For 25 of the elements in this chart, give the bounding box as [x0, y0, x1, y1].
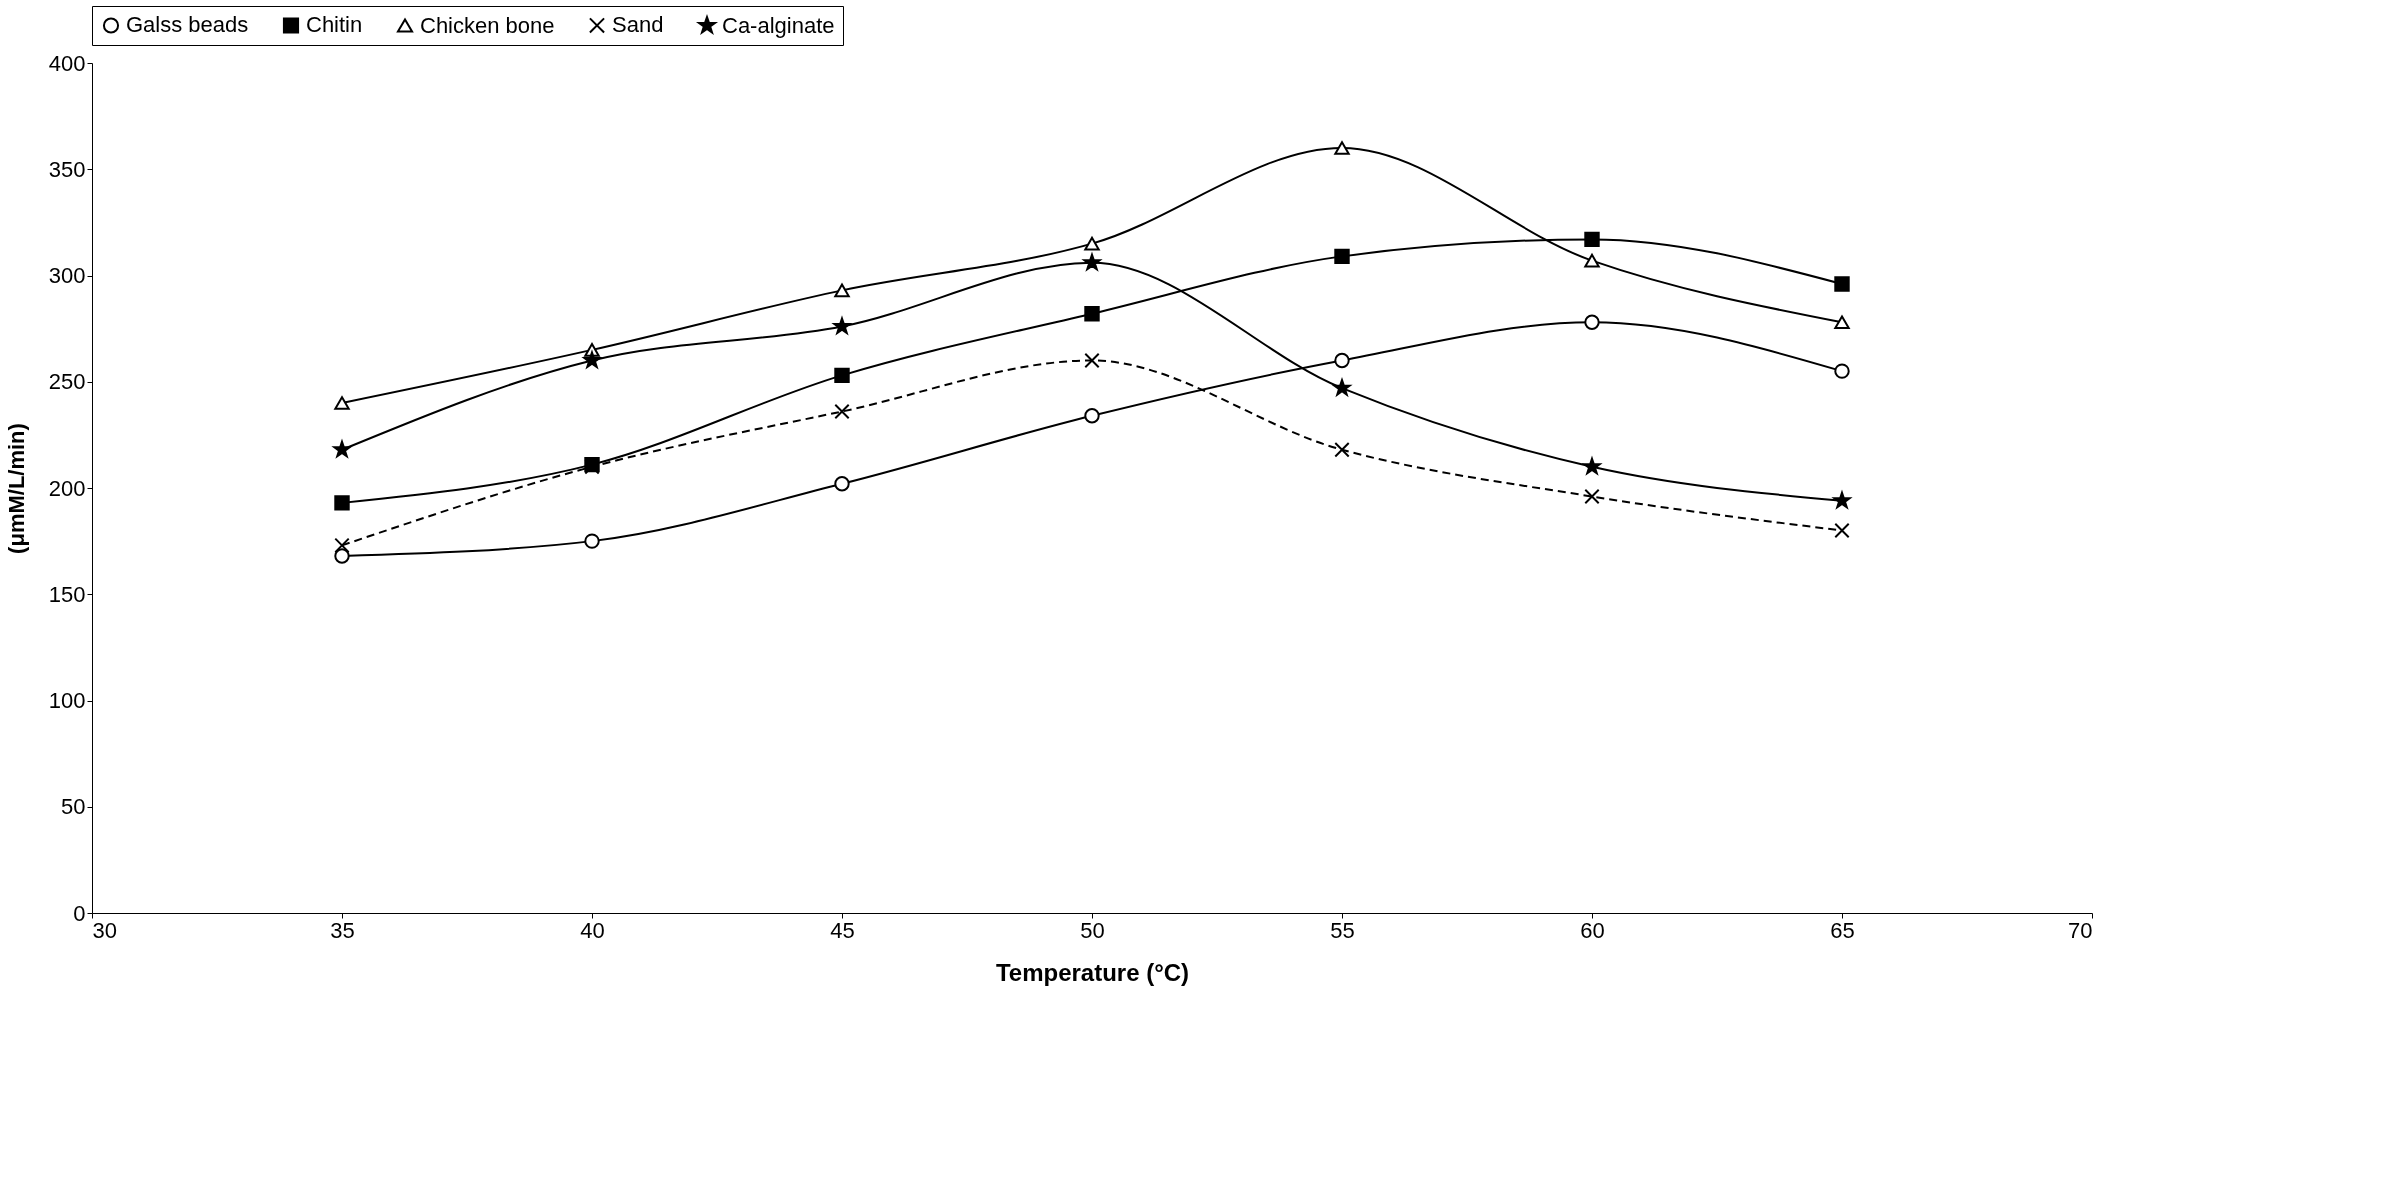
x-tick-label: 60	[1580, 917, 1605, 943]
y-tick-label: 400	[48, 50, 86, 76]
x-tick-label: 30	[92, 917, 117, 943]
y-tick-label: 250	[48, 369, 86, 395]
legend-label: Chicken bone	[420, 12, 555, 38]
y-tick-label: 100	[48, 688, 86, 713]
x-tick-label: 40	[580, 917, 605, 943]
x-tick-label: 65	[1830, 917, 1855, 943]
legend-label: Sand	[612, 12, 664, 38]
legend-label: Galss beads	[126, 12, 249, 38]
y-axis-title: (μmM/L/min)	[3, 423, 29, 554]
x-tick-label: 70	[2068, 917, 2093, 943]
y-tick-label: 0	[73, 900, 86, 926]
y-tick-label: 350	[48, 156, 86, 182]
y-tick-label: 150	[48, 581, 86, 607]
x-axis-title: Temperature (°C)	[995, 958, 1190, 986]
legend-label: Chitin	[306, 12, 363, 38]
y-tick-label: 50	[61, 794, 86, 820]
legend-label: Ca-alginate	[722, 12, 835, 38]
x-tick-label: 50	[1080, 917, 1105, 943]
y-tick-label: 300	[48, 263, 86, 288]
x-tick-label: 35	[330, 917, 355, 943]
y-tick-label: 200	[48, 475, 86, 501]
x-tick-label: 45	[830, 917, 855, 943]
x-tick-label: 55	[1330, 917, 1355, 943]
